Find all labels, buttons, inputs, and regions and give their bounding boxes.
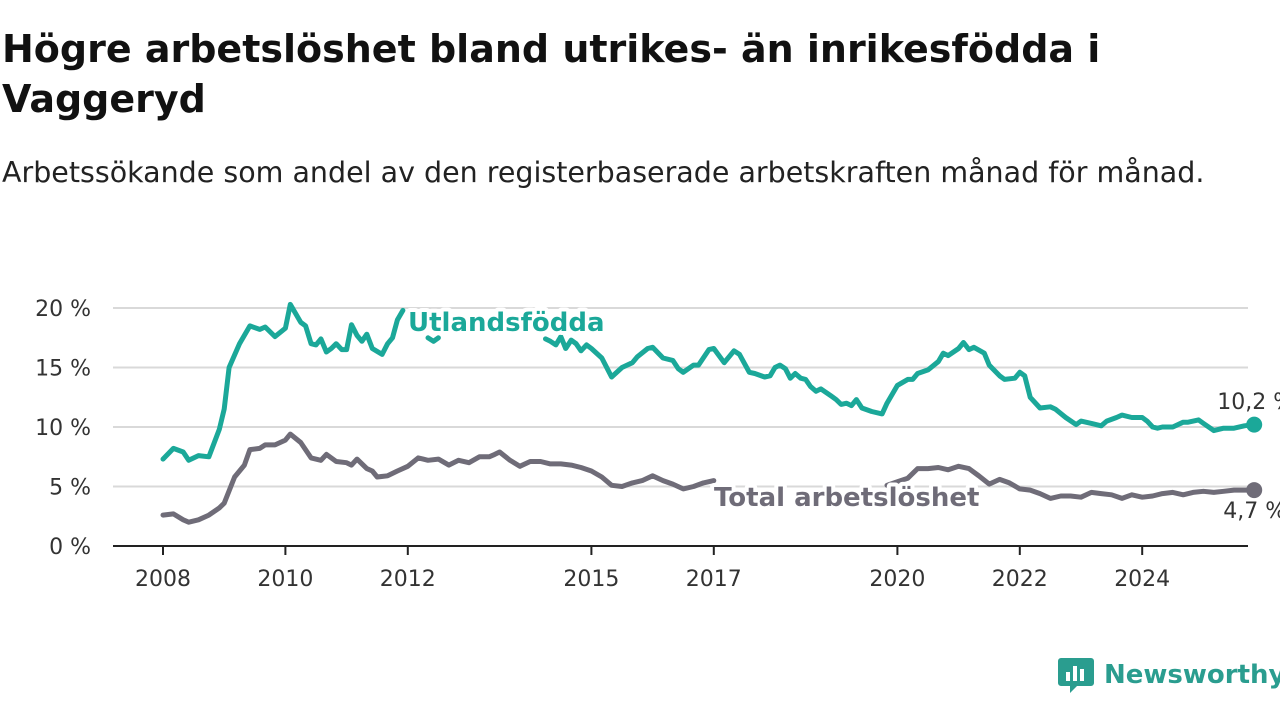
- x-tick-label: 2010: [257, 567, 313, 592]
- series-label-utlandsfodda: Utlandsfödda: [408, 308, 605, 338]
- x-tick-label: 2017: [686, 567, 742, 592]
- series-label-total: Total arbetslöshet: [714, 483, 979, 513]
- series-line-total: [884, 463, 1257, 501]
- brand-logo: Newsworthy: [1058, 654, 1280, 696]
- brand-name: Newsworthy: [1104, 660, 1280, 690]
- end-label-utlandsfodda: 10,2 %: [1217, 390, 1280, 415]
- y-tick-label: 0 %: [49, 535, 91, 560]
- y-axis-ticks: 0 % 5 % 10 % 15 % 20 %: [35, 297, 91, 560]
- bar-chart-icon: [1058, 658, 1094, 693]
- series-line-utlandsfodda: [425, 335, 441, 344]
- series-line-utlandsfodda: [160, 301, 406, 463]
- line-chart: 0 %5 %10 %15 %20 % 2008 2010 2012 2015 2017 2…: [35, 297, 1280, 592]
- series-label-total-halo: Total arbetslöshet: [714, 483, 979, 513]
- series-label-utlandsfodda-halo: Utlandsfödda: [408, 308, 605, 338]
- y-tick-label: 10 %: [35, 416, 91, 441]
- x-tick-label: 2020: [869, 567, 925, 592]
- end-label-total: 4,7 %: [1223, 499, 1280, 524]
- series-lines: [160, 301, 1263, 525]
- series-line-total: [160, 431, 717, 525]
- y-tick-label: 5 %: [49, 476, 91, 501]
- grid-lines: [113, 307, 1248, 488]
- series-line-utlandsfodda: [543, 334, 1257, 434]
- x-tick-label: 2008: [135, 567, 191, 592]
- y-tick-label: 15 %: [35, 357, 91, 382]
- x-tick-label: 2015: [563, 567, 619, 592]
- x-tick-label: 2012: [380, 567, 436, 592]
- chart-subtitle: Arbetssökande som andel av den registerb…: [2, 156, 1205, 189]
- x-tick-label: 2024: [1114, 567, 1170, 592]
- y-tick-label: 20 %: [35, 297, 91, 322]
- end-point-total: [1246, 482, 1263, 499]
- x-tick-label: 2022: [992, 567, 1048, 592]
- x-axis-ticks: 2008 2010 2012 2015 2017 2020 2022 2024: [113, 545, 1248, 592]
- chart-title: Högre arbetslöshet bland utrikes- än inr…: [2, 27, 1101, 121]
- end-point-utlandsfodda: [1246, 416, 1263, 433]
